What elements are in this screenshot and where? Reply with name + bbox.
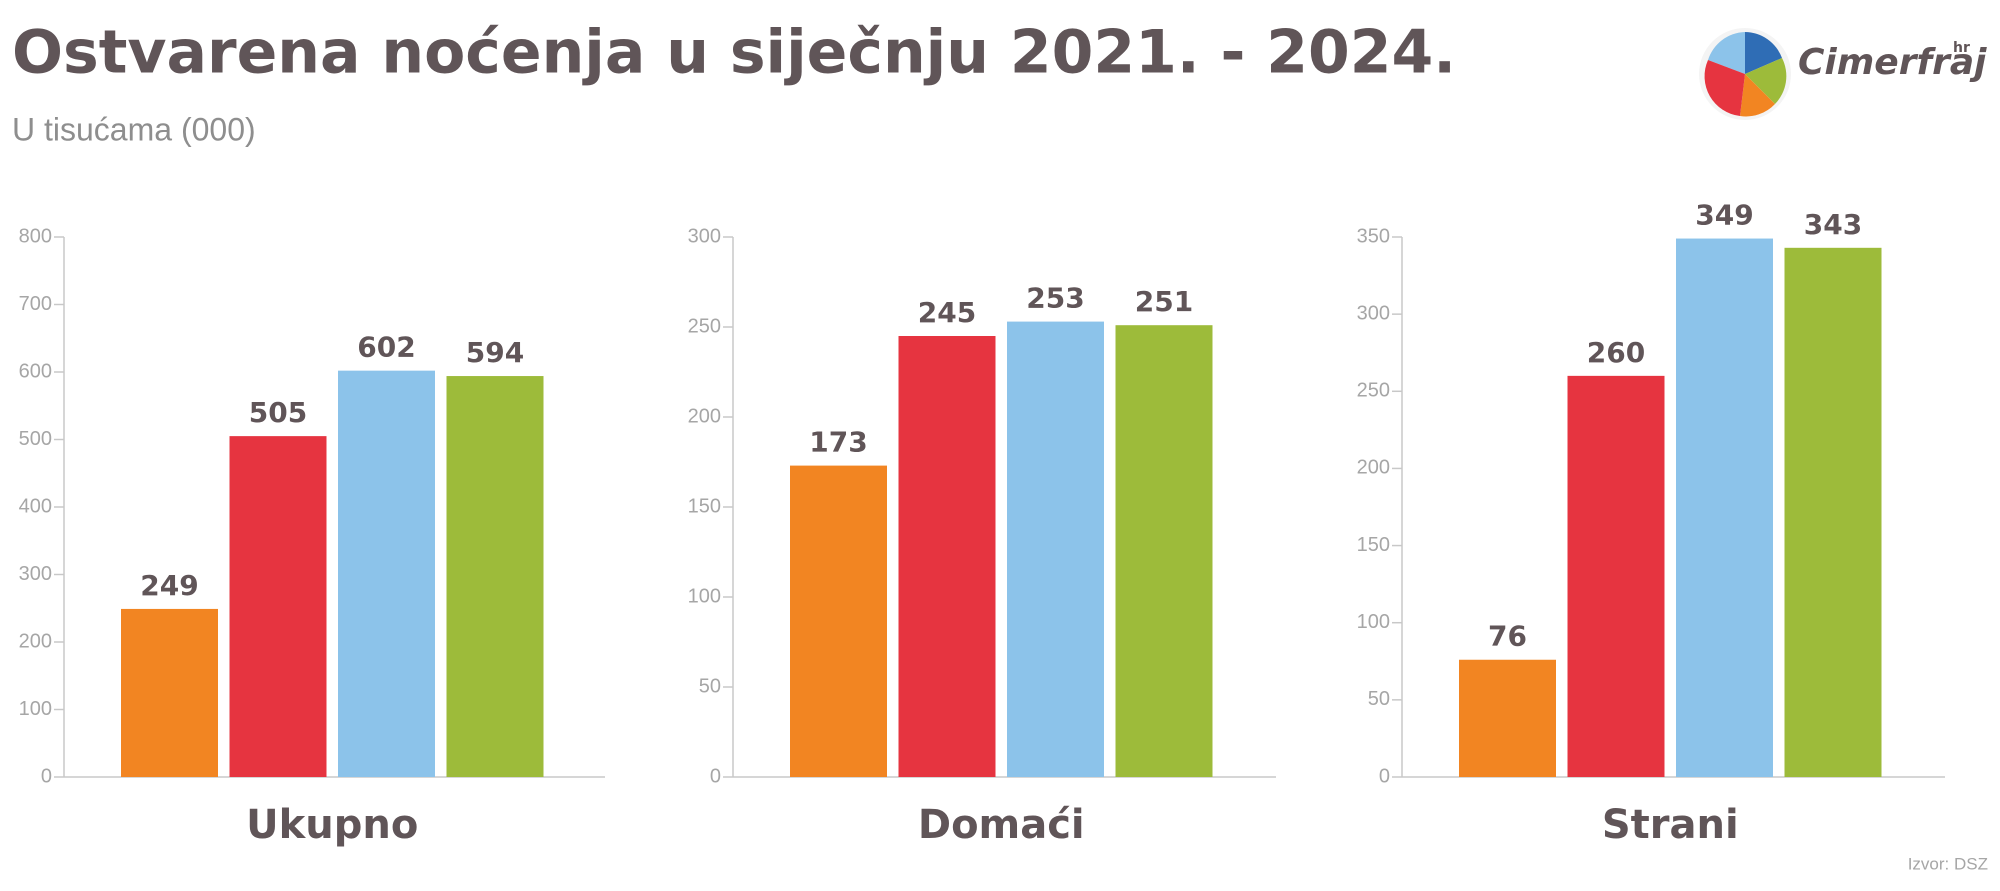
bar xyxy=(898,336,996,777)
bar xyxy=(1784,247,1882,778)
y-tick-label: 50 xyxy=(699,675,721,697)
y-tick-label: 300 xyxy=(1357,302,1390,324)
y-tick-label: 250 xyxy=(1357,380,1390,402)
bar xyxy=(1459,659,1556,777)
logo-name: Cimerfraj xyxy=(1798,42,1987,83)
y-tick-label: 800 xyxy=(19,225,52,247)
logo: Cimerfraj hr xyxy=(1699,28,1987,120)
y-tick-label: 100 xyxy=(688,585,721,607)
y-tick-label: 200 xyxy=(19,630,52,652)
y-tick-label: 0 xyxy=(41,765,52,787)
value-label: 245 xyxy=(918,296,976,329)
logo-piece xyxy=(1704,60,1745,116)
x-axis-label: Strani xyxy=(1602,802,1739,848)
bar xyxy=(1567,375,1665,777)
value-label: 260 xyxy=(1587,336,1645,369)
y-tick-label: 150 xyxy=(688,495,721,517)
value-label: 249 xyxy=(140,569,198,602)
y-tick-label: 50 xyxy=(1368,688,1390,710)
logo-piece xyxy=(1745,32,1782,74)
value-label: 594 xyxy=(466,336,524,369)
y-tick-label: 200 xyxy=(1357,457,1390,479)
value-label: 505 xyxy=(249,396,307,429)
bar xyxy=(790,465,887,777)
subtitle: U tisućama (000) xyxy=(12,111,256,147)
y-tick-label: 300 xyxy=(19,563,52,585)
y-tick-label: 100 xyxy=(1357,611,1390,633)
y-tick-label: 400 xyxy=(19,495,52,517)
logo-piece xyxy=(1740,74,1775,117)
y-tick-label: 200 xyxy=(688,405,721,427)
bar xyxy=(229,436,327,777)
bar xyxy=(1007,321,1104,777)
value-label: 253 xyxy=(1026,282,1084,315)
logo-suffix: hr xyxy=(1953,40,1970,56)
logo-piece xyxy=(1745,58,1787,104)
y-tick-label: 300 xyxy=(688,225,721,247)
y-tick-label: 0 xyxy=(1379,765,1390,787)
bar xyxy=(446,376,544,777)
bar xyxy=(121,608,218,777)
x-axis-label: Domaći xyxy=(918,802,1085,848)
bar xyxy=(338,370,435,777)
y-tick-label: 600 xyxy=(19,360,52,382)
y-tick-label: 350 xyxy=(1357,225,1390,247)
value-label: 76 xyxy=(1488,620,1527,653)
title: Ostvarena noćenja u siječnju 2021. - 202… xyxy=(12,18,1456,88)
bar xyxy=(1115,325,1213,777)
value-label: 251 xyxy=(1135,285,1193,318)
y-tick-label: 700 xyxy=(19,293,52,315)
source: Izvor: DSZ xyxy=(1908,854,1988,873)
y-tick-label: 250 xyxy=(688,315,721,337)
bar xyxy=(1676,238,1773,778)
x-axis-label: Ukupno xyxy=(246,802,418,848)
value-label: 349 xyxy=(1695,199,1753,232)
y-tick-label: 100 xyxy=(19,698,52,720)
y-tick-label: 500 xyxy=(19,428,52,450)
value-label: 343 xyxy=(1804,208,1862,241)
y-tick-label: 0 xyxy=(710,765,721,787)
value-label: 173 xyxy=(809,426,867,459)
value-label: 602 xyxy=(357,331,415,364)
y-tick-label: 150 xyxy=(1357,534,1390,556)
